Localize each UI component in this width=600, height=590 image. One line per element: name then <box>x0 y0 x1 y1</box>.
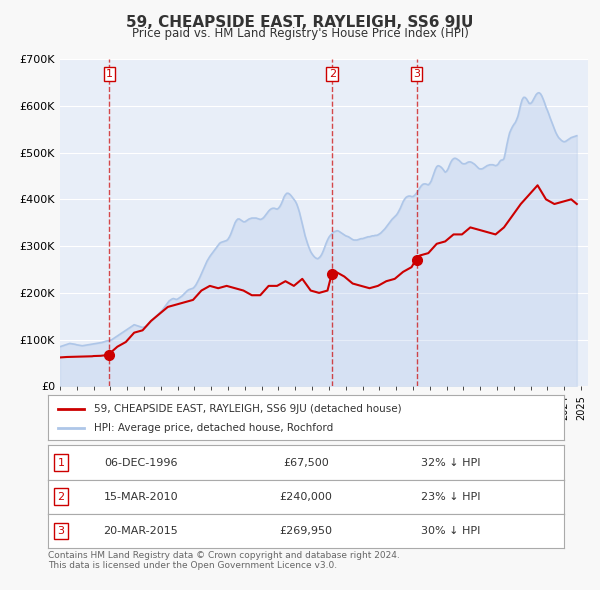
Text: 1: 1 <box>106 69 113 79</box>
Text: 59, CHEAPSIDE EAST, RAYLEIGH, SS6 9JU (detached house): 59, CHEAPSIDE EAST, RAYLEIGH, SS6 9JU (d… <box>94 404 402 414</box>
Text: £240,000: £240,000 <box>280 492 332 502</box>
Text: £269,950: £269,950 <box>280 526 332 536</box>
Text: 32% ↓ HPI: 32% ↓ HPI <box>421 458 480 467</box>
Text: 1: 1 <box>58 458 64 467</box>
Text: 3: 3 <box>413 69 420 79</box>
Text: 2: 2 <box>58 492 64 502</box>
Text: Price paid vs. HM Land Registry's House Price Index (HPI): Price paid vs. HM Land Registry's House … <box>131 27 469 40</box>
Text: 06-DEC-1996: 06-DEC-1996 <box>104 458 178 467</box>
Text: 2: 2 <box>329 69 336 79</box>
Text: 23% ↓ HPI: 23% ↓ HPI <box>421 492 480 502</box>
Text: HPI: Average price, detached house, Rochford: HPI: Average price, detached house, Roch… <box>94 424 334 434</box>
Text: 30% ↓ HPI: 30% ↓ HPI <box>421 526 480 536</box>
Text: 3: 3 <box>58 526 64 536</box>
Text: 20-MAR-2015: 20-MAR-2015 <box>104 526 178 536</box>
Text: 15-MAR-2010: 15-MAR-2010 <box>104 492 178 502</box>
Text: Contains HM Land Registry data © Crown copyright and database right 2024.
This d: Contains HM Land Registry data © Crown c… <box>48 551 400 571</box>
Text: £67,500: £67,500 <box>283 458 329 467</box>
Text: 59, CHEAPSIDE EAST, RAYLEIGH, SS6 9JU: 59, CHEAPSIDE EAST, RAYLEIGH, SS6 9JU <box>127 15 473 30</box>
